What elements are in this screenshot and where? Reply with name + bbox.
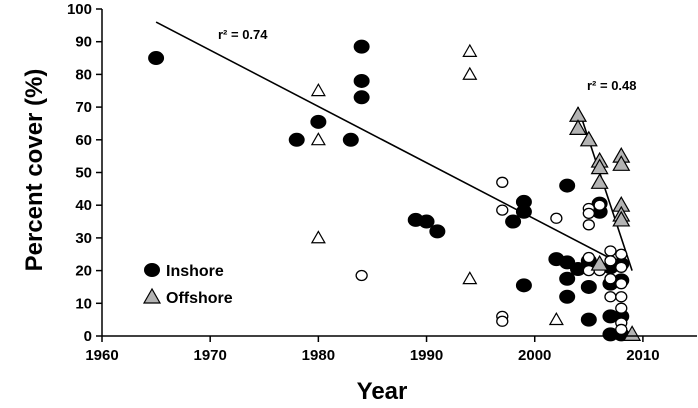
legend-marker bbox=[144, 263, 160, 277]
data-point bbox=[604, 273, 617, 285]
y-tick-label: 10 bbox=[75, 295, 92, 312]
data-point bbox=[548, 311, 564, 326]
y-ticks: 0 10 20 30 40 50 60 70 80 90 100 bbox=[67, 1, 102, 345]
x-axis-title: Year bbox=[357, 378, 408, 405]
legend-label: Offshore bbox=[166, 290, 233, 307]
data-point bbox=[353, 73, 370, 88]
data-point bbox=[462, 43, 478, 57]
data-point bbox=[462, 66, 478, 80]
data-point bbox=[515, 194, 532, 209]
y-tick-label: 20 bbox=[75, 263, 92, 280]
data-point bbox=[418, 214, 435, 229]
data-point bbox=[582, 251, 595, 264]
data-point bbox=[604, 291, 617, 303]
data-point bbox=[580, 312, 597, 327]
data-point bbox=[582, 219, 595, 231]
data-point bbox=[615, 261, 628, 273]
data-point bbox=[496, 204, 509, 216]
data-point bbox=[429, 224, 446, 239]
data-point bbox=[623, 325, 642, 341]
data-point bbox=[496, 315, 509, 327]
plot-area bbox=[148, 21, 642, 342]
y-tick-label: 30 bbox=[75, 230, 92, 247]
data-point bbox=[593, 199, 606, 211]
legend-marker bbox=[142, 287, 162, 304]
series-offshore bbox=[568, 106, 642, 341]
y-tick-label: 0 bbox=[84, 328, 92, 345]
series-inshore-open bbox=[355, 176, 628, 336]
data-point bbox=[148, 51, 165, 66]
data-point bbox=[355, 269, 368, 282]
y-tick-label: 60 bbox=[75, 132, 92, 149]
x-tick-label: 1980 bbox=[302, 347, 335, 364]
data-point bbox=[559, 289, 576, 304]
data-point bbox=[579, 130, 598, 147]
data-point bbox=[310, 83, 326, 97]
trend-line bbox=[155, 21, 622, 265]
x-tick-label: 2010 bbox=[626, 347, 659, 364]
data-point bbox=[310, 132, 326, 146]
data-point bbox=[310, 230, 326, 244]
x-tick-label: 1960 bbox=[85, 347, 118, 364]
data-point bbox=[568, 119, 588, 135]
y-tick-label: 40 bbox=[75, 197, 92, 214]
data-point bbox=[353, 90, 370, 105]
data-point bbox=[615, 302, 628, 314]
data-point bbox=[612, 155, 631, 171]
data-point bbox=[590, 254, 609, 271]
data-point bbox=[310, 114, 327, 129]
data-point bbox=[505, 214, 522, 229]
data-point bbox=[515, 278, 532, 293]
data-point bbox=[590, 173, 609, 189]
data-point bbox=[615, 323, 628, 336]
data-point bbox=[462, 271, 478, 285]
data-point bbox=[288, 132, 305, 147]
data-point bbox=[604, 245, 617, 257]
y-tick-label: 70 bbox=[75, 99, 92, 116]
series-offshore-open bbox=[310, 43, 564, 326]
data-point bbox=[615, 278, 628, 290]
data-point bbox=[496, 176, 509, 188]
data-point bbox=[559, 178, 576, 193]
trendline-annotations: r² = 0.74 r² = 0.48 bbox=[218, 27, 637, 93]
y-axis-title: Percent cover (%) bbox=[21, 69, 48, 272]
y-tick-label: 100 bbox=[67, 1, 92, 18]
axes: 0 10 20 30 40 50 60 70 80 90 100 1960 1970 1980 1990 2… bbox=[67, 1, 697, 364]
y-tick-label: 50 bbox=[75, 165, 92, 182]
data-point bbox=[615, 291, 628, 303]
data-point bbox=[559, 271, 576, 286]
x-tick-label: 1990 bbox=[410, 347, 443, 364]
data-point bbox=[582, 207, 595, 220]
data-point bbox=[342, 132, 359, 147]
r-squared-label: r² = 0.74 bbox=[218, 27, 268, 42]
data-point bbox=[615, 248, 628, 260]
x-tick-label: 2000 bbox=[518, 347, 551, 364]
data-point bbox=[580, 279, 597, 294]
data-point bbox=[604, 255, 617, 267]
y-tick-label: 90 bbox=[75, 34, 92, 51]
y-tick-label: 80 bbox=[75, 66, 92, 83]
data-point bbox=[353, 39, 370, 54]
data-point bbox=[612, 210, 631, 227]
x-tick-label: 1970 bbox=[193, 347, 226, 364]
x-ticks: 1960 1970 1980 1990 2000 2010 bbox=[85, 336, 660, 364]
r-squared-label: r² = 0.48 bbox=[587, 78, 637, 93]
legend: Inshore Offshore bbox=[142, 263, 233, 307]
data-point bbox=[550, 212, 563, 224]
legend-label: Inshore bbox=[166, 263, 224, 280]
